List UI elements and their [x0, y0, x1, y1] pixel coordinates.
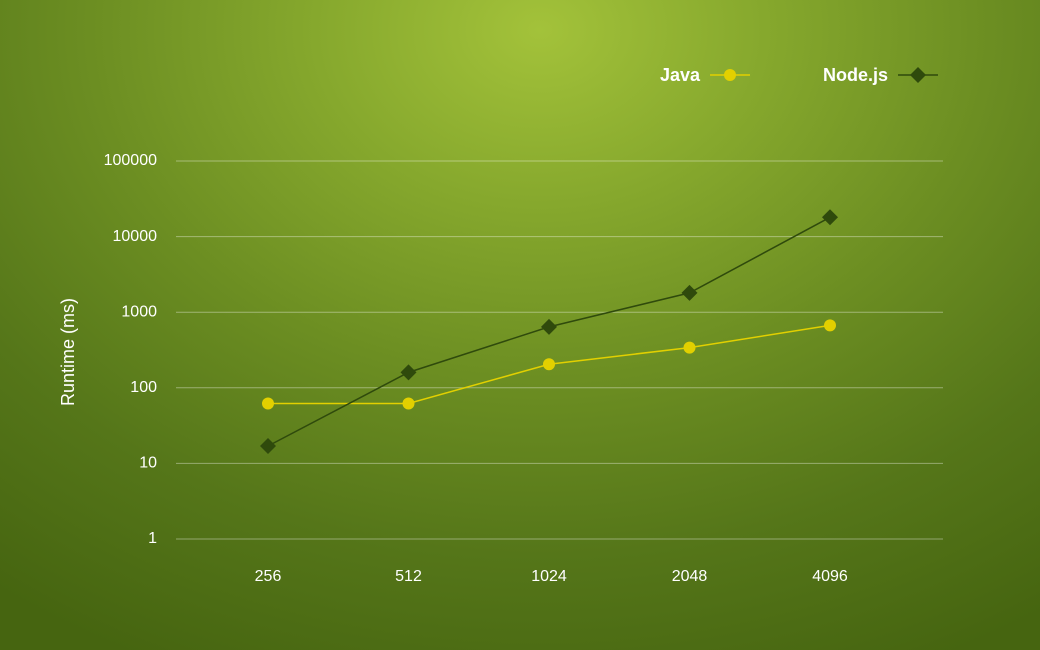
y-tick-label: 100: [130, 379, 157, 396]
data-point-nodejs: [822, 209, 838, 226]
y-tick-label: 1000: [121, 303, 157, 320]
data-point-java: [824, 319, 836, 332]
data-point-java: [543, 358, 555, 371]
legend-item-java: Java: [660, 62, 751, 88]
y-tick-label: 1: [148, 530, 157, 547]
y-tick-label: 100000: [104, 152, 157, 169]
x-tick-label: 512: [395, 568, 422, 585]
data-point-nodejs: [541, 318, 557, 335]
data-point-java: [683, 341, 696, 354]
legend-label-nodejs: Node.js: [823, 64, 889, 85]
grid-lines: [176, 160, 943, 540]
data-point-nodejs: [681, 284, 698, 301]
data-point-nodejs: [400, 364, 417, 381]
legend-item-nodejs: Node.js: [823, 62, 939, 88]
x-tick-label: 4096: [812, 568, 848, 585]
y-tick-label: 10: [139, 455, 157, 472]
legend-circle-marker-icon: [710, 69, 751, 81]
legend-label-java: Java: [660, 64, 701, 85]
y-tick-label: 10000: [113, 228, 158, 245]
legend-diamond-marker-icon: [898, 67, 939, 83]
x-tick-label: 256: [255, 568, 282, 585]
data-point-nodejs: [260, 437, 276, 454]
y-axis-title: Runtime (ms): [58, 298, 78, 406]
x-tick-label: 1024: [531, 568, 567, 585]
x-tick-label: 2048: [672, 568, 708, 585]
x-axis-ticks: 256 512 1024 2048 4096: [255, 568, 848, 585]
data-point-java: [402, 397, 415, 410]
data-point-java: [262, 397, 274, 410]
series-lines: [260, 209, 838, 454]
y-axis-ticks: 1 10 100 1000 10000 100000: [104, 152, 157, 547]
